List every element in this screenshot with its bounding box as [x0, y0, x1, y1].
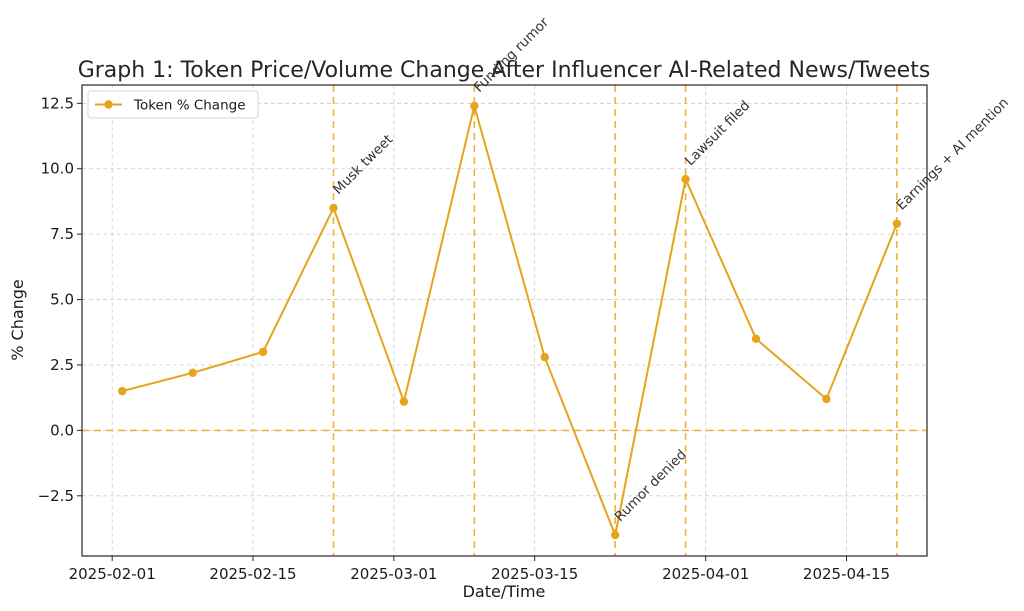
y-tick-label: 12.5: [41, 94, 74, 112]
data-point: [329, 203, 338, 213]
x-tick-label: 2025-03-01: [350, 565, 437, 583]
y-axis-ticks: −2.5 0.0 2.5 5.0 7.5 10.0 12.5: [38, 94, 82, 505]
x-axis-ticks: 2025-02-01 2025-02-15 2025-03-01 2025-03-15…: [69, 556, 890, 583]
x-axis-label: Date/Time: [463, 582, 546, 601]
series-line: [121, 101, 898, 539]
y-tick-label: 0.0: [50, 421, 74, 439]
y-tick-label: −2.5: [38, 487, 74, 505]
chart-title: Graph 1: Token Price/Volume Change After…: [78, 58, 931, 83]
annotation-label: Rumor denied: [612, 447, 690, 525]
x-tick-label: 2025-04-01: [662, 565, 749, 583]
data-point: [610, 530, 620, 540]
legend-box: [87, 90, 259, 119]
y-tick-label: 2.5: [50, 356, 74, 374]
x-tick-label: 2025-04-15: [803, 565, 890, 583]
x-tick-label: 2025-02-01: [69, 565, 156, 583]
data-point: [188, 368, 197, 378]
y-axis-label: % Change: [8, 279, 27, 361]
series-layer: [118, 101, 902, 540]
legend-label: Token % Change: [133, 98, 246, 114]
annotation-label: Lawsuit filed: [682, 98, 753, 169]
annotations: Musk tweet Funding rumor Rumor denied Lawsu…: [330, 14, 1012, 525]
data-point: [470, 101, 479, 111]
legend-marker: [104, 100, 113, 109]
data-point: [822, 394, 831, 404]
event-lines: [332, 85, 898, 556]
y-tick-label: 10.0: [41, 160, 74, 178]
data-point: [892, 219, 902, 228]
data-point: [258, 347, 268, 357]
y-tick-label: 5.0: [50, 291, 74, 309]
data-point: [540, 352, 549, 362]
data-point: [751, 334, 761, 344]
plot-frame: [81, 84, 928, 557]
legend: Token % Change: [87, 90, 259, 119]
data-point: [118, 386, 127, 396]
data-point: [681, 175, 690, 184]
x-tick-label: 2025-02-15: [209, 565, 296, 583]
x-tick-label: 2025-03-15: [491, 565, 578, 583]
annotation-label: Earnings + AI mention: [893, 95, 1012, 214]
grid: [82, 85, 927, 556]
data-point: [399, 397, 409, 406]
y-tick-label: 7.5: [50, 225, 74, 243]
annotation-label: Funding rumor: [471, 14, 553, 96]
annotation-label: Musk tweet: [330, 132, 396, 198]
